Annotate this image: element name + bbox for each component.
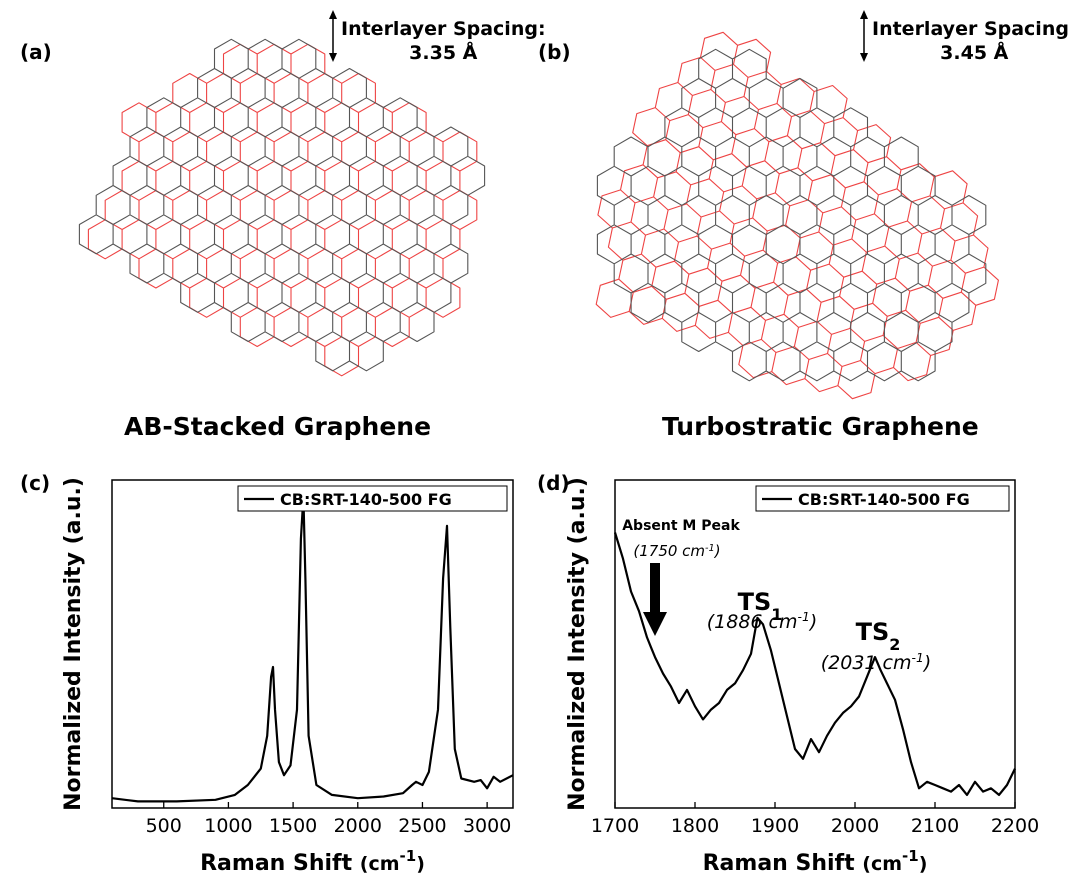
top-layer-hexagons [596,48,987,382]
x-axis-label-text: Raman Shift [200,851,360,876]
x-axis-unit: (cm [360,853,400,875]
annotation-subtitle-exponent: -1 [912,651,924,665]
x-tick-label: 1500 [269,815,317,837]
annotation-subtitle-close: ) [808,611,817,633]
interlayer-spacing-caption: Interlayer Spacing: [341,18,546,40]
x-axis-label: Raman Shift (cm-1) [200,847,425,876]
x-tick-label: 500 [146,815,182,837]
ts2-wavenumber: (2031 cm-1) [821,651,932,674]
turbostratic-lattice [595,31,999,400]
absent-m-peak-label: Absent M Peak [622,518,740,534]
panel-letter-c: (c) [20,471,51,495]
bottom-layer-hexagons [595,31,999,400]
annotation-subtitle-exponent: -1 [798,610,810,624]
panel-letter-a: (a) [20,40,52,64]
raman-spectrum-zoom: 1700 1800 1900 2000 2100 2200 CB:SRT-140-500 F… [565,477,1039,876]
ts1-wavenumber: (1886 cm-1) [707,610,818,633]
interlayer-spacing-value: 3.45 Å [940,42,1009,64]
absent-m-peak-arrow-shaft [650,563,660,614]
legend-label: CB:SRT-140-500 FG [280,490,452,509]
interlayer-spacing-label-a: Interlayer Spacing: 3.35 Å [341,17,546,65]
x-tick-label: 1800 [671,815,719,837]
x-axis-unit-exponent: -1 [400,847,417,865]
annotation-subtitle-open: (1750 cm [633,542,705,560]
x-tick-label: 2100 [911,815,959,837]
x-axis-unit-close: ) [919,853,928,875]
lattice-title-ab: AB-Stacked Graphene [124,412,432,441]
interlayer-spacing-value: 3.35 Å [409,42,478,64]
spectrum-line [613,532,1016,796]
spacing-arrow-a [329,10,337,62]
spacing-arrow-b [860,10,868,62]
annotation-subtitle-exponent: -1 [705,543,715,554]
ts1-label: TS1 [738,588,783,624]
x-axis-unit-close: ) [416,853,425,875]
x-tick-label: 1000 [204,815,252,837]
x-tick-label: 1700 [591,815,639,837]
y-axis-label: Normalized Intensity (a.u.) [565,477,590,811]
x-tick-label: 2200 [991,815,1039,837]
annotation-subtitle-close: ) [714,542,721,560]
ts2-label: TS2 [856,618,901,654]
y-axis-label: Normalized Intensity (a.u.) [61,477,86,811]
ts1-label-subscript: 1 [771,605,782,624]
absent-m-peak-wavenumber: (1750 cm-1) [633,542,720,560]
x-tick-label: 2500 [398,815,446,837]
spectrum-line [111,495,514,803]
x-axis-label-text: Raman Shift [703,851,863,876]
raman-spectrum-full: 500 1000 1500 2000 2500 3000 CB:SRT-140-500 FG… [61,477,514,876]
panel-letter-b: (b) [538,40,571,64]
x-tick-label: 1900 [751,815,799,837]
plot-frame [111,479,514,809]
annotation-subtitle-open: (1886 cm [707,611,798,633]
legend-box [237,485,508,512]
ts1-label-text: TS [738,588,772,616]
x-axis-unit: (cm [862,853,902,875]
annotation-subtitle-close: ) [922,652,931,674]
ts2-label-text: TS [856,618,890,646]
x-tick-label: 2000 [334,815,382,837]
x-tick-label: 2000 [831,815,879,837]
x-tick-label: 3000 [463,815,511,837]
ts2-label-subscript: 2 [889,635,900,654]
interlayer-spacing-label-b: Interlayer Spacing: 3.45 Å [872,17,1069,65]
bottom-layer-hexagons [87,43,478,377]
interlayer-spacing-caption: Interlayer Spacing: [872,18,1069,40]
panel-letter-d: (d) [537,471,570,495]
legend-label: CB:SRT-140-500 FG [798,490,970,509]
annotation-subtitle-open: (2031 cm [821,652,912,674]
lattice-title-turbostratic: Turbostratic Graphene [662,412,979,441]
x-axis-unit-exponent: -1 [902,847,919,865]
top-layer-hexagons [78,38,486,372]
x-axis-label: Raman Shift (cm-1) [703,847,928,876]
legend-box [755,485,1010,512]
plot-frame [614,479,1016,809]
absent-m-peak-arrow-head [643,612,667,636]
ab-stacked-lattice [78,38,486,377]
